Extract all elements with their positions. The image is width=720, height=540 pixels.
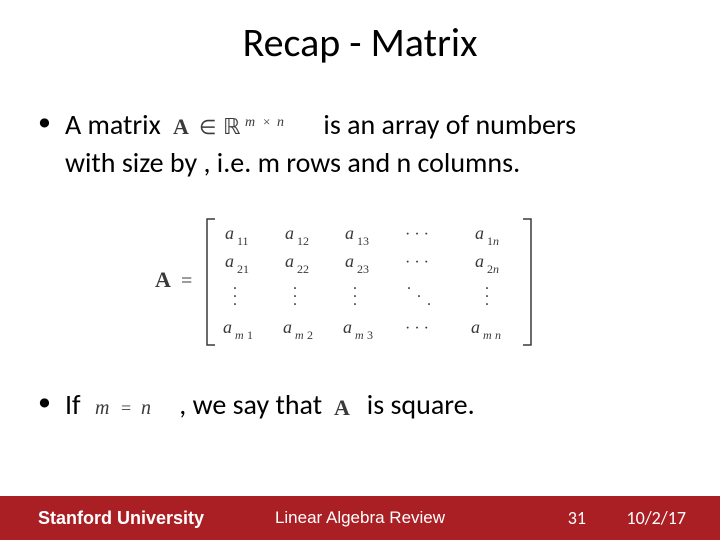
svg-text:1: 1 <box>247 328 253 342</box>
svg-text:m: m <box>483 328 492 342</box>
svg-text:a: a <box>225 223 234 243</box>
bullet-1-text: A matrix A ∈ ℝ m × n is an array of numb… <box>65 106 576 182</box>
svg-text:.: . <box>427 292 431 309</box>
bullet-1-frag-2: is an array of numbers <box>323 107 576 142</box>
svg-text:a: a <box>285 223 294 243</box>
svg-text:.: . <box>293 292 297 309</box>
bullet-2-text: If m = n , we say that A is square. <box>65 386 475 424</box>
svg-text:21: 21 <box>237 262 249 276</box>
math-A-bold: A <box>332 396 356 420</box>
svg-text:m: m <box>355 328 364 342</box>
svg-text:m: m <box>95 397 109 419</box>
svg-text:13: 13 <box>357 234 369 248</box>
svg-text:22: 22 <box>297 262 309 276</box>
bullet-2-frag-2: , we say that <box>179 387 322 422</box>
svg-text:n: n <box>495 328 501 342</box>
math-A-in-Rmn: A ∈ ℝ m × n <box>171 114 313 140</box>
svg-text:· · ·: · · · <box>405 226 429 243</box>
svg-text:· · ·: · · · <box>405 254 429 271</box>
svg-text:a: a <box>283 317 292 337</box>
svg-text:.: . <box>485 292 489 309</box>
svg-text:n: n <box>277 115 284 130</box>
bullet-1-frag-1: A matrix <box>65 107 161 142</box>
svg-text:23: 23 <box>357 262 369 276</box>
svg-text:· · ·: · · · <box>405 320 429 337</box>
svg-text:a: a <box>345 223 354 243</box>
svg-text:12: 12 <box>297 234 309 248</box>
svg-text:a: a <box>223 317 232 337</box>
bullet-dot-icon: • <box>38 106 51 137</box>
svg-text:m: m <box>295 328 304 342</box>
svg-text:.: . <box>233 292 237 309</box>
svg-text:A: A <box>334 396 350 420</box>
math-m-eq-n: m = n <box>91 396 169 420</box>
svg-text:a: a <box>475 251 484 271</box>
svg-text:3: 3 <box>367 328 373 342</box>
svg-text:a: a <box>285 251 294 271</box>
footer-bar: Linear Algebra Review Stanford Universit… <box>0 496 720 540</box>
svg-text:×: × <box>263 114 270 129</box>
svg-text:.: . <box>353 292 357 309</box>
svg-text:m: m <box>235 328 244 342</box>
bullet-dot-icon: • <box>38 386 51 417</box>
bullet-1: • A matrix A ∈ ℝ m × n is an array of nu… <box>38 106 698 182</box>
svg-text:A: A <box>155 267 171 292</box>
svg-text:.: . <box>417 284 421 301</box>
bullet-2-frag-3: is square. <box>367 387 475 422</box>
svg-text:ℝ: ℝ <box>223 114 241 139</box>
svg-text:11: 11 <box>237 234 249 248</box>
footer-page-number: 31 <box>568 507 586 529</box>
footer-left: Stanford University <box>38 508 204 529</box>
svg-text:n: n <box>493 262 499 276</box>
svg-text:∈: ∈ <box>199 117 216 139</box>
slide-title: Recap - Matrix <box>0 18 720 67</box>
svg-text:A: A <box>173 114 189 139</box>
bullet-2: • If m = n , we say that A is square. <box>38 386 698 424</box>
footer-date: 10/2/17 <box>626 507 686 529</box>
slide: Recap - Matrix • A matrix A ∈ ℝ m × n <box>0 0 720 540</box>
svg-text:a: a <box>345 251 354 271</box>
svg-text:n: n <box>493 234 499 248</box>
svg-text:=: = <box>181 270 192 292</box>
svg-text:.: . <box>407 276 411 293</box>
svg-text:2: 2 <box>307 328 313 342</box>
bullet-2-frag-1: If <box>65 387 81 422</box>
bullet-1-frag-3: with size by , i.e. m rows and n columns… <box>65 145 520 180</box>
svg-text:a: a <box>471 317 480 337</box>
svg-text:=: = <box>121 398 131 418</box>
svg-text:a: a <box>475 223 484 243</box>
matrix-equation: A = a11 a12 a13 · · · a1n <box>155 205 555 360</box>
svg-text:a: a <box>343 317 352 337</box>
svg-text:n: n <box>141 397 151 419</box>
svg-text:m: m <box>245 115 255 130</box>
svg-text:a: a <box>225 251 234 271</box>
